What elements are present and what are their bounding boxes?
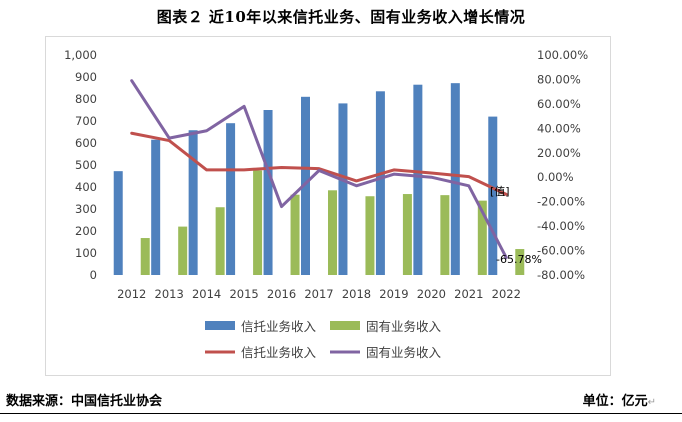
y-right-tick-label: 100.00%	[537, 48, 588, 62]
bar	[178, 226, 188, 275]
y-right-tick-label: -80.00%	[537, 268, 585, 282]
bar	[113, 171, 123, 275]
bar	[263, 110, 273, 275]
legend-swatch	[205, 321, 235, 330]
legend-label: 信托业务收入	[241, 345, 317, 360]
y-right-tick-label: -60.00%	[537, 244, 585, 258]
x-tick-label: 2014	[192, 287, 221, 301]
x-tick-label: 2018	[342, 287, 371, 301]
y-right-tick-label: 20.00%	[537, 146, 581, 160]
x-tick-label: 2021	[454, 287, 483, 301]
bar	[151, 139, 161, 275]
bar	[440, 195, 450, 275]
bar	[402, 194, 412, 275]
x-tick-label: 2012	[117, 287, 146, 301]
y-left-tick-label: 300	[75, 202, 97, 216]
y-left-tick-label: 700	[75, 114, 97, 128]
x-tick-label: 2019	[379, 287, 408, 301]
chart-title: 图表２ 近10年以来信托业务、固有业务收入增长情况	[156, 8, 526, 26]
bar	[365, 196, 375, 275]
bottom-rule	[0, 413, 682, 414]
bar	[413, 84, 423, 275]
y-right-tick-label: 60.00%	[537, 97, 581, 111]
bar	[515, 249, 525, 275]
annotation-placeholder-label: [值]	[490, 185, 510, 198]
series-line	[130, 79, 508, 260]
y-right-tick-label: 0.00%	[537, 170, 574, 184]
chart: 0 100 200 300 400 500 600 700 800 900 1,000 -80.00…	[64, 48, 588, 360]
chart-frame	[45, 36, 611, 376]
y-right-tick-label: 40.00%	[537, 121, 581, 135]
y-left-tick-label: 0	[90, 268, 97, 282]
bar	[450, 83, 460, 275]
bar	[488, 116, 498, 275]
bar	[253, 170, 263, 275]
bar	[226, 123, 236, 275]
x-tick-label: 2013	[155, 287, 184, 301]
bar	[338, 103, 348, 276]
x-tick-label: 2016	[267, 287, 296, 301]
legend-label: 固有业务收入	[366, 345, 442, 360]
y-left-tick-label: 500	[75, 158, 97, 172]
bar	[215, 207, 225, 275]
legend-label: 信托业务收入	[241, 319, 317, 334]
y-left-tick-label: 200	[75, 224, 97, 238]
unit-note-text: 单位：亿元	[582, 394, 648, 409]
source-note: 数据来源：中国信托业协会	[6, 394, 163, 409]
x-tick-label: 2015	[229, 287, 258, 301]
y-left-tick-label: 100	[75, 246, 97, 260]
legend-label: 固有业务收入	[366, 319, 442, 334]
bar	[188, 130, 198, 275]
x-tick-label: 2022	[492, 287, 521, 301]
y-left-tick-label: 900	[75, 70, 97, 84]
legend-swatch	[330, 321, 360, 330]
bar	[290, 194, 300, 275]
y-left-tick-label: 400	[75, 180, 97, 194]
y-left-tick-label: 600	[75, 136, 97, 150]
series-line	[130, 131, 508, 196]
unit-note: 单位：亿元↵	[582, 394, 656, 409]
y-left-tick-label: 800	[75, 92, 97, 106]
y-right-tick-label: -20.00%	[537, 195, 585, 209]
bar	[477, 200, 487, 275]
y-left-tick-label: 1,000	[64, 48, 97, 62]
y-right-tick-label: -40.00%	[537, 219, 585, 233]
x-tick-label: 2020	[417, 287, 446, 301]
x-tick-label: 2017	[304, 287, 333, 301]
bar	[375, 91, 385, 275]
annotation-value-label: -65.78%	[496, 253, 542, 266]
y-right-tick-label: 80.00%	[537, 72, 581, 86]
bar	[140, 238, 150, 275]
bar	[301, 96, 310, 275]
bar	[328, 190, 337, 275]
